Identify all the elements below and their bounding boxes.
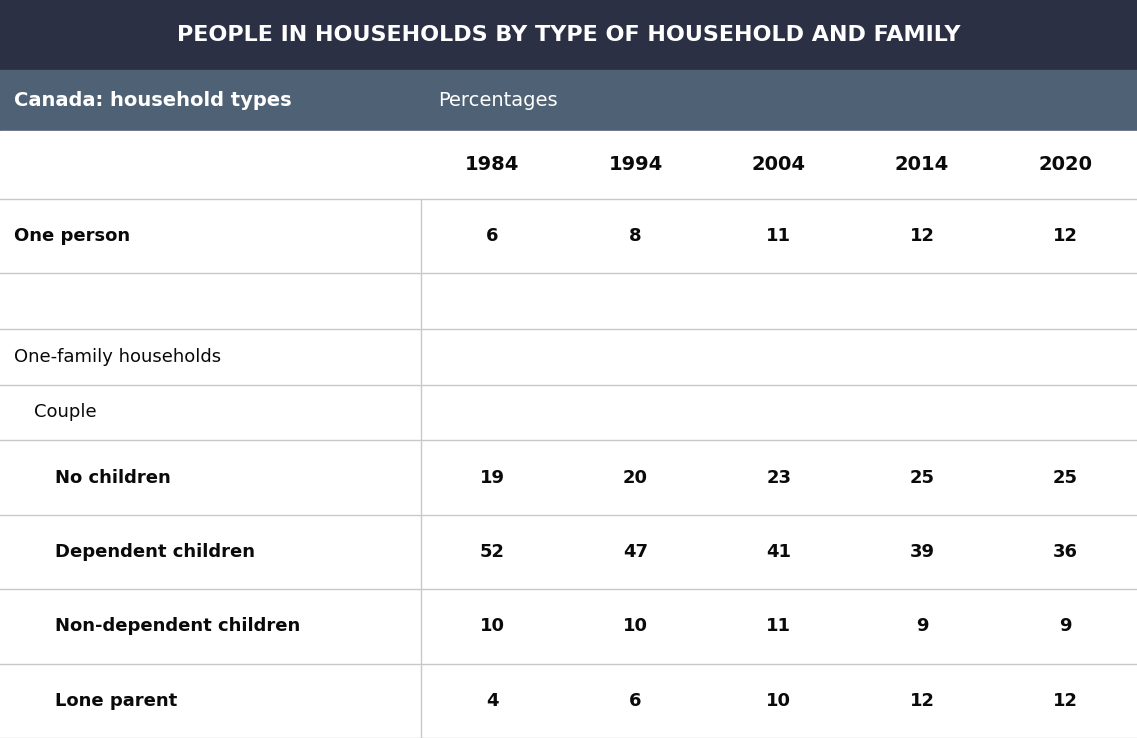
- Text: 1984: 1984: [465, 155, 520, 174]
- Text: 11: 11: [766, 227, 791, 245]
- Text: 10: 10: [623, 618, 648, 635]
- Text: 36: 36: [1053, 543, 1078, 561]
- Text: 8: 8: [629, 227, 642, 245]
- Text: 12: 12: [1053, 227, 1078, 245]
- Text: Canada: household types: Canada: household types: [14, 91, 291, 110]
- Text: Lone parent: Lone parent: [55, 692, 177, 710]
- Text: Non-dependent children: Non-dependent children: [55, 618, 300, 635]
- Text: Percentages: Percentages: [438, 91, 557, 110]
- Text: 9: 9: [1060, 618, 1071, 635]
- Text: 6: 6: [630, 692, 641, 710]
- Text: 2004: 2004: [752, 155, 806, 174]
- Text: 2020: 2020: [1038, 155, 1093, 174]
- Text: One person: One person: [14, 227, 130, 245]
- Bar: [0, 0, 1137, 70]
- Text: One-family households: One-family households: [14, 348, 221, 365]
- Text: 10: 10: [480, 618, 505, 635]
- Text: 1994: 1994: [608, 155, 663, 174]
- Bar: [0, 70, 1137, 131]
- Text: 52: 52: [480, 543, 505, 561]
- Text: Couple: Couple: [34, 404, 97, 421]
- Text: 25: 25: [910, 469, 935, 486]
- Text: PEOPLE IN HOUSEHOLDS BY TYPE OF HOUSEHOLD AND FAMILY: PEOPLE IN HOUSEHOLDS BY TYPE OF HOUSEHOL…: [176, 25, 961, 45]
- Text: No children: No children: [55, 469, 171, 486]
- Text: 41: 41: [766, 543, 791, 561]
- Text: 11: 11: [766, 618, 791, 635]
- Text: Dependent children: Dependent children: [55, 543, 255, 561]
- Text: 19: 19: [480, 469, 505, 486]
- Bar: [0, 131, 1137, 738]
- Text: 12: 12: [910, 227, 935, 245]
- Text: 23: 23: [766, 469, 791, 486]
- Text: 12: 12: [910, 692, 935, 710]
- Text: 25: 25: [1053, 469, 1078, 486]
- Text: 2014: 2014: [895, 155, 949, 174]
- Text: 6: 6: [487, 227, 498, 245]
- Text: 9: 9: [916, 618, 928, 635]
- Text: 20: 20: [623, 469, 648, 486]
- Text: 4: 4: [487, 692, 498, 710]
- Text: 10: 10: [766, 692, 791, 710]
- Text: 39: 39: [910, 543, 935, 561]
- Text: 47: 47: [623, 543, 648, 561]
- Text: 12: 12: [1053, 692, 1078, 710]
